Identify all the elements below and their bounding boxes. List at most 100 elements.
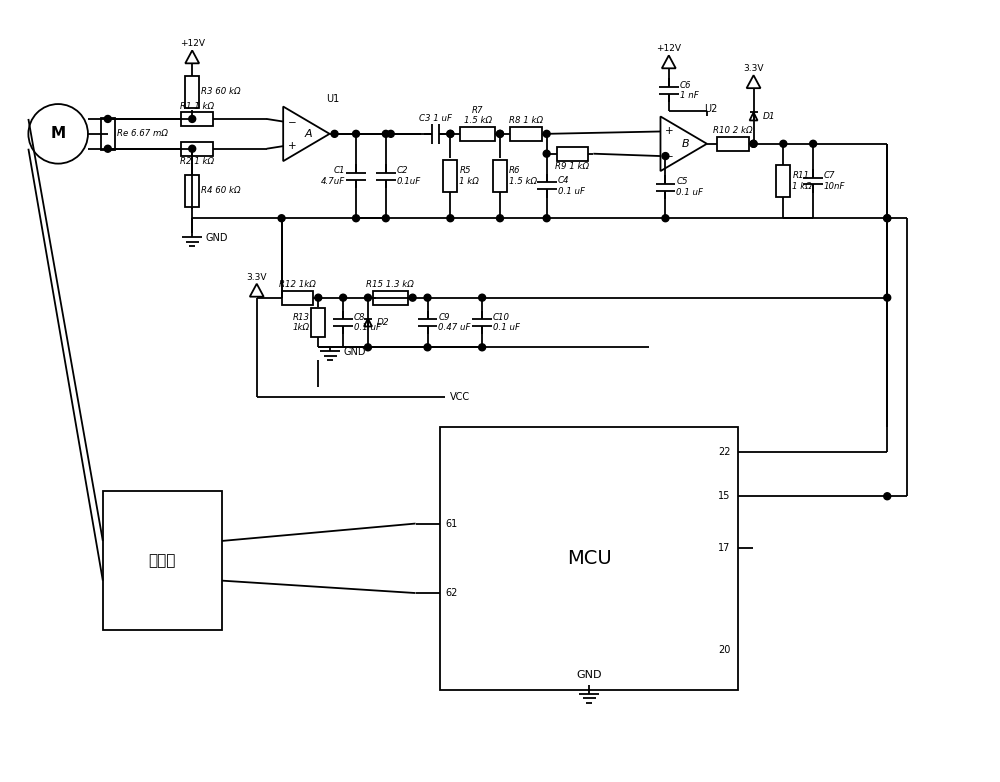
Circle shape [497,131,503,138]
Circle shape [662,215,669,222]
Text: C6
1 nF: C6 1 nF [680,81,698,100]
Text: U1: U1 [327,94,340,104]
Bar [557,147,588,160]
Circle shape [353,215,360,222]
Text: 3.3V: 3.3V [743,64,764,74]
Circle shape [189,145,196,152]
Circle shape [387,131,394,138]
Bar [493,160,507,192]
Text: 61: 61 [445,518,458,529]
Bar [460,127,495,141]
Text: C3 1 uF: C3 1 uF [419,114,452,123]
Text: A: A [305,129,312,139]
Bar [311,307,325,337]
Circle shape [543,150,550,157]
Circle shape [364,344,371,351]
Circle shape [750,140,757,147]
Text: C4
0.1 uF: C4 0.1 uF [558,176,585,196]
Text: $+$: $+$ [664,125,674,136]
Circle shape [479,344,486,351]
Text: R9 1 kΩ: R9 1 kΩ [555,162,590,171]
Text: R13
1kΩ: R13 1kΩ [292,313,309,332]
Bar [440,427,738,690]
Bar [185,175,199,206]
Bar [185,76,199,108]
Text: U2: U2 [704,104,717,114]
Text: 17: 17 [718,543,730,554]
Circle shape [424,294,431,301]
Circle shape [750,140,757,147]
Text: C9
0.47 uF: C9 0.47 uF [438,313,471,332]
Text: MCU: MCU [567,549,612,568]
Text: R4 60 kΩ: R4 60 kΩ [201,186,241,196]
Circle shape [104,116,111,123]
Text: Re 6.67 mΩ: Re 6.67 mΩ [117,129,168,138]
Text: C7
10nF: C7 10nF [824,171,846,191]
Text: M: M [51,127,66,142]
Circle shape [315,294,322,301]
Text: R15 1.3 kΩ: R15 1.3 kΩ [366,280,414,289]
Text: 3.3V: 3.3V [246,273,267,282]
Circle shape [364,294,371,301]
Bar [282,291,313,305]
Bar [181,112,213,126]
Text: R1 1 kΩ: R1 1 kΩ [180,102,214,110]
Circle shape [543,131,550,138]
Text: R5
1 kΩ: R5 1 kΩ [459,167,479,186]
Circle shape [884,493,891,500]
Text: $-$: $-$ [664,150,674,160]
Circle shape [382,215,389,222]
Text: R3 60 kΩ: R3 60 kΩ [201,87,241,96]
Text: 15: 15 [718,491,730,501]
Circle shape [189,116,196,123]
Circle shape [810,140,817,147]
Text: VCC: VCC [450,392,470,402]
Text: C10
0.1 uF: C10 0.1 uF [493,313,520,332]
Text: +12V: +12V [656,45,681,53]
Text: R8 1 kΩ: R8 1 kΩ [509,117,543,125]
Text: 20: 20 [718,645,730,655]
Text: R10 2 kΩ: R10 2 kΩ [713,127,753,135]
Text: C1
4.7uF: C1 4.7uF [321,167,345,186]
Text: GND: GND [577,670,602,680]
Circle shape [104,145,111,152]
Text: C5
0.1 uF: C5 0.1 uF [676,178,703,197]
Bar [510,127,542,141]
Circle shape [278,215,285,222]
Text: D2: D2 [377,318,390,327]
Circle shape [884,294,891,301]
Circle shape [353,131,360,138]
Text: R12 1kΩ: R12 1kΩ [279,280,316,289]
Text: D1: D1 [762,112,775,121]
Text: $+$: $+$ [287,140,297,151]
Bar [443,160,457,192]
Text: C8
0.1 uF: C8 0.1 uF [354,313,381,332]
Circle shape [447,215,454,222]
Text: R6
1.5 kΩ: R6 1.5 kΩ [509,167,537,186]
Text: 继电器: 继电器 [149,554,176,569]
Text: B: B [682,138,689,149]
Text: R11
1 kΩ: R11 1 kΩ [792,171,812,191]
Circle shape [424,344,431,351]
Circle shape [479,294,486,301]
Text: C2
0.1uF: C2 0.1uF [397,167,421,186]
Bar [101,118,115,149]
Bar [776,165,790,197]
Circle shape [331,131,338,138]
Text: R7
1.5 kΩ: R7 1.5 kΩ [464,106,492,125]
Circle shape [497,215,503,222]
Text: 62: 62 [445,588,458,598]
Circle shape [780,140,787,147]
Circle shape [543,215,550,222]
Circle shape [662,152,669,160]
Circle shape [447,131,454,138]
Bar [181,142,213,156]
Text: 22: 22 [718,447,730,457]
Bar [103,491,222,630]
Text: +12V: +12V [180,39,205,48]
Circle shape [382,131,389,138]
Text: R2 1 kΩ: R2 1 kΩ [180,157,214,166]
Circle shape [884,215,891,222]
Text: GND: GND [343,347,366,357]
Circle shape [340,294,347,301]
